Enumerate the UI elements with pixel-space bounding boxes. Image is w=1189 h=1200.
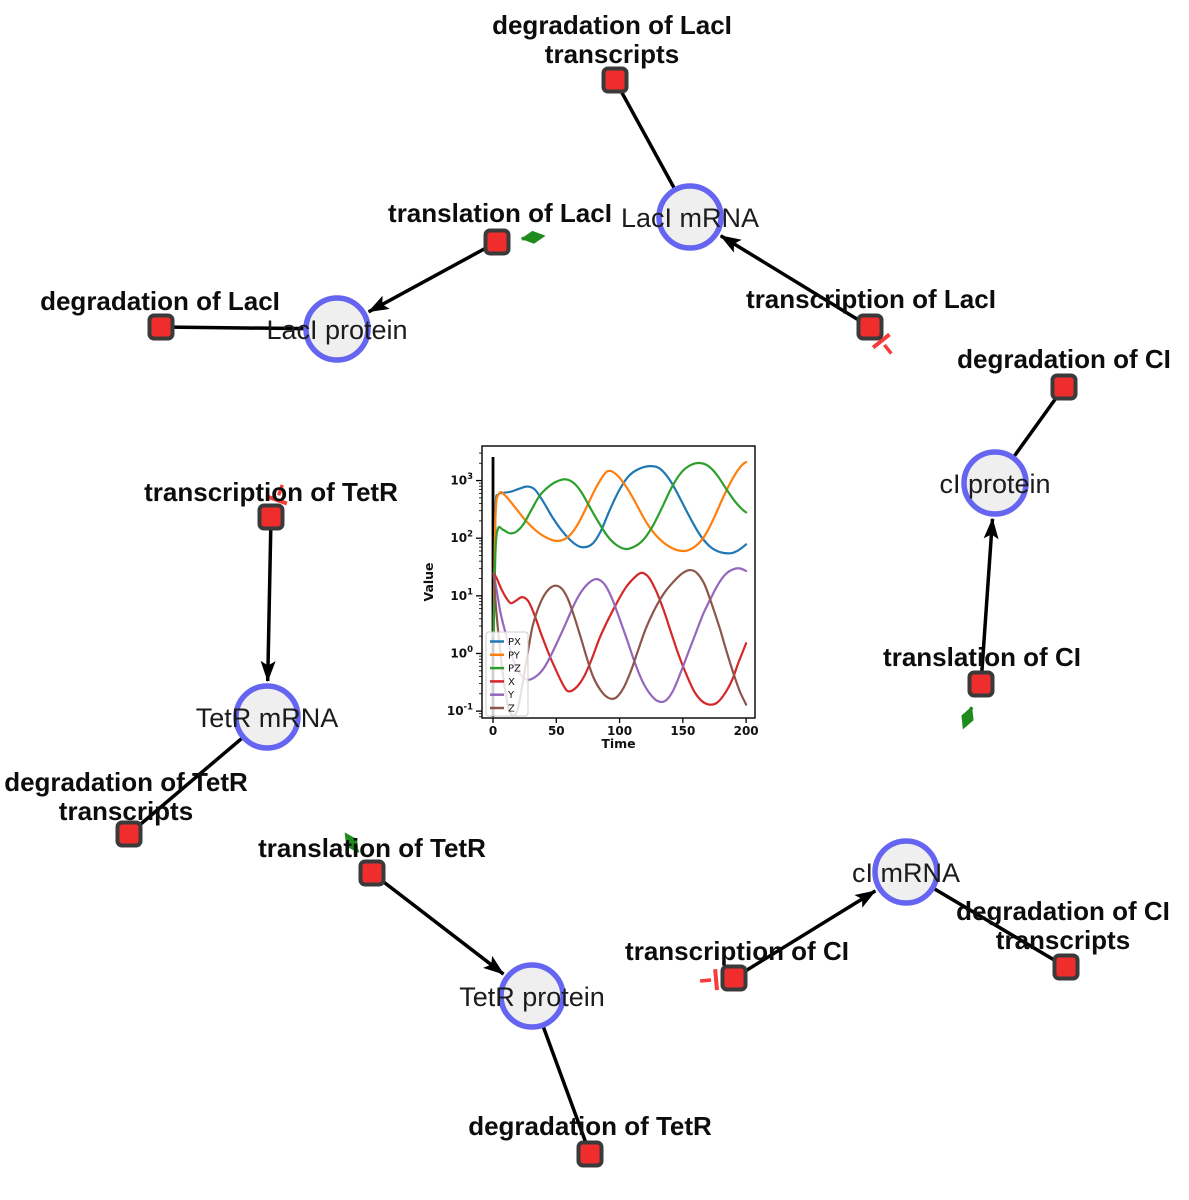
species-node-laci-protein[interactable] [303,295,371,363]
chart-legend: PX PY PZ XYZ [485,631,529,717]
y-tick-label: 103 [450,472,473,488]
legend-entry-PY: PY [508,650,521,661]
series-PY [492,460,748,638]
edge-product-transl-laci-laci-protein [367,240,498,314]
species-node-laci-mrna[interactable] [656,183,724,251]
inset-chart: 0 50 100 150 20010-1100101102103TimeValuePXP… [421,445,759,751]
edge-modifier-ci-mrna-transl-ci [961,706,974,730]
reaction-label-deg-laci-tx: degradation of LacI transcripts [492,10,732,69]
reaction-label-deg-tetr-tx: degradation of TetR transcripts [4,767,248,826]
reaction-label-transl-laci: translation of LacI [388,198,612,228]
legend-entry-Y: Y [507,690,515,701]
reaction-label-deg-ci-tx: degradation of CI transcripts [956,896,1170,955]
reaction-label-deg-tetr: degradation of TetR [468,1111,712,1141]
legend-entry-PZ: PZ [508,664,521,675]
reaction-node-deg-ci[interactable] [1050,373,1078,401]
reaction-node-deg-tetr-tx[interactable] [115,820,143,848]
edge-inhibitor-laci-protein-txn-tetr [266,484,288,506]
y-tick-label: 101 [450,587,473,603]
reaction-node-deg-laci[interactable] [147,313,175,341]
legend-entry-X: X [508,677,515,688]
species-label-tetr-protein: TetR protein [459,982,605,1012]
legend-box [485,631,529,717]
species-node-tetr-protein[interactable] [498,962,566,1030]
y-tick-label: 10-1 [447,703,473,719]
edge-modifier-tetr-mrna-transl-tetr [344,832,360,854]
species-label-ci-mrna: cI mRNA [852,858,960,888]
reaction-label-transl-ci: translation of CI [883,642,1081,672]
edge-product-transl-tetr-tetr-protein [370,871,505,976]
reaction-node-deg-tetr[interactable] [576,1140,604,1168]
labels-layer: degradation of LacI transcripts translatio… [4,10,1171,1141]
edge-product-txn-ci-ci-mrna [733,889,877,980]
x-tick-label: 200 [734,724,759,738]
reaction-node-transl-ci[interactable] [967,670,995,698]
reaction-label-transl-tetr: translation of TetR [258,833,486,863]
x-axis-label: Time [601,736,635,751]
x-tick-label: 150 [670,724,695,738]
nodes-layer [115,66,1080,1168]
edge-modifier-laci-mrna-transl-laci [520,230,546,244]
species-node-tetr-mrna[interactable] [233,683,301,751]
species-node-ci-protein[interactable] [961,449,1029,517]
legend-entry-PX: PX [508,637,521,648]
series-PZ [492,461,748,638]
reaction-label-txn-tetr: transcription of TetR [144,477,398,507]
edge-product-txn-tetr-tetr-mrna [260,516,276,683]
species-label-laci-mrna: LacI mRNA [621,203,759,233]
reaction-node-txn-tetr[interactable] [257,503,285,531]
species-label-ci-protein: cI protein [939,469,1050,499]
edge-inhibitor-ci-protein-txn-laci [871,332,893,355]
legend-entry-Z: Z [508,704,515,715]
reaction-label-deg-laci: degradation of LacI [40,286,280,316]
reaction-label-txn-laci: transcription of LacI [746,284,996,314]
reaction-node-transl-tetr[interactable] [358,859,386,887]
edge-product-txn-laci-laci-mrna [719,234,871,329]
species-node-ci-mrna[interactable] [872,838,940,906]
chart-spines [481,445,756,719]
reaction-label-txn-ci: transcription of CI [625,936,849,966]
y-tick-label: 100 [450,645,473,661]
species-label-laci-protein: LacI protein [266,315,407,345]
reaction-node-deg-laci-tx[interactable] [601,66,629,94]
reaction-node-transl-laci[interactable] [483,228,511,256]
series-PX [492,464,748,638]
x-tick-label: 50 [548,724,565,738]
x-tick-label: 100 [607,724,632,738]
reaction-label-deg-ci: degradation of CI [957,344,1171,374]
edge-product-transl-ci-ci-protein [979,517,999,685]
series-X [492,571,748,706]
y-axis-label: Value [421,562,436,601]
species-label-tetr-mrna: TetR mRNA [196,703,339,733]
reaction-node-txn-ci[interactable] [720,964,748,992]
reaction-node-deg-ci-tx[interactable] [1052,953,1080,981]
y-tick-label: 102 [450,530,473,546]
edge-inhibitor-tetr-protein-txn-ci [699,968,719,991]
x-tick-label: 0 [489,724,497,738]
reaction-node-txn-laci[interactable] [856,313,884,341]
